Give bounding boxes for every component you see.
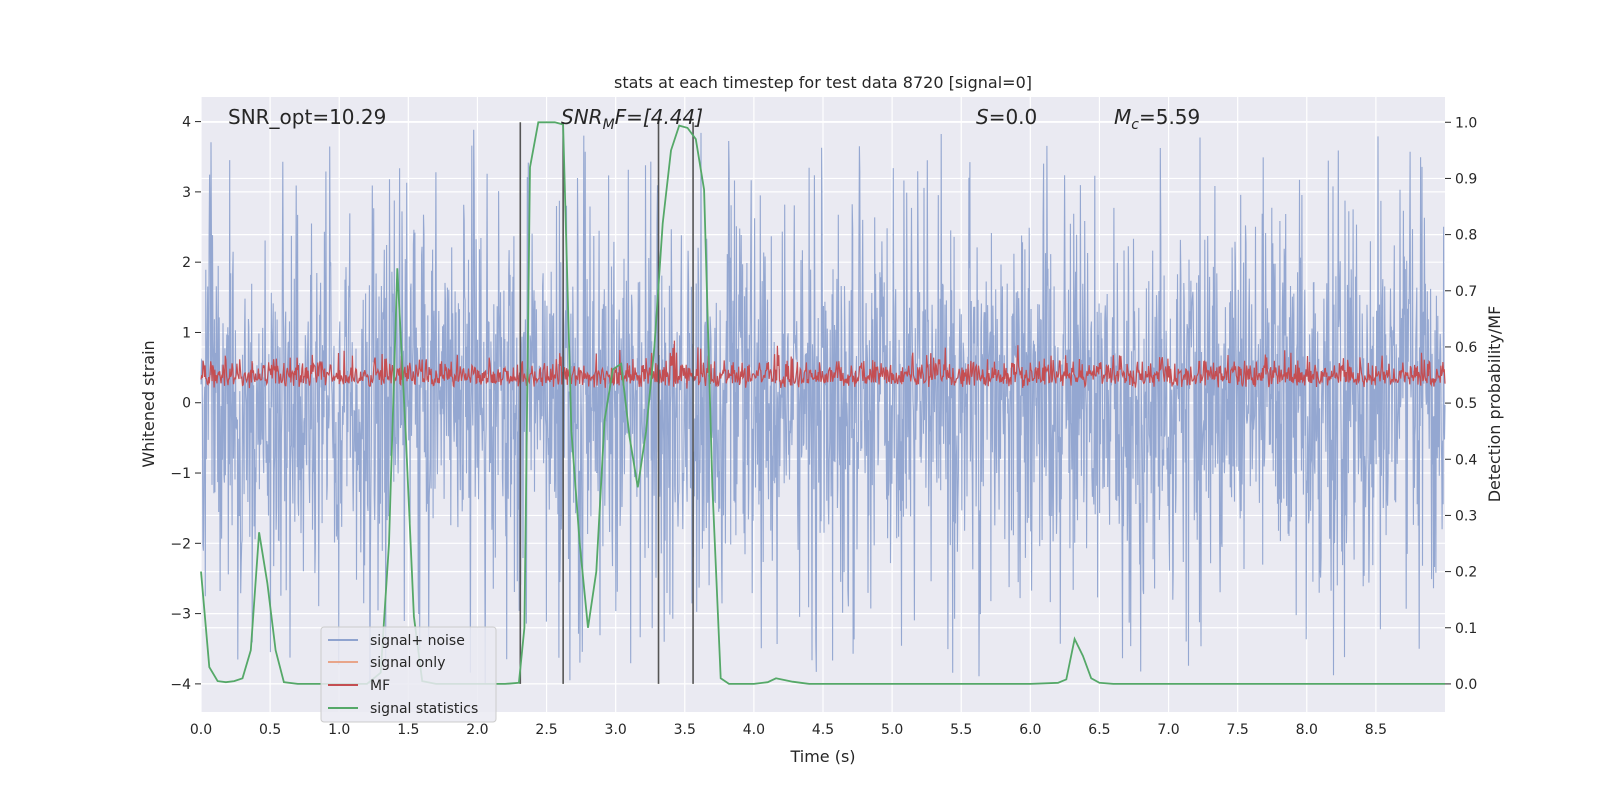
y2-tick-label: 0.9 bbox=[1455, 171, 1477, 187]
y-tick-labels: 4 3 2 1 0 −1 −2 −3 −4 bbox=[170, 115, 201, 693]
x-tick-label: 7.0 bbox=[1157, 722, 1179, 738]
y-tick-label: 4 bbox=[182, 115, 191, 131]
y2-tick-label: 0.0 bbox=[1455, 677, 1477, 693]
annotation-mc: Mc=5.59 bbox=[1114, 105, 1200, 133]
y2-tick-label: 0.3 bbox=[1455, 508, 1477, 524]
x-tick-label: 5.5 bbox=[950, 722, 972, 738]
x-tick-label: 1.0 bbox=[328, 722, 350, 738]
annotation-snr-mf-main: SNR bbox=[561, 105, 603, 129]
x-tick-label: 1.5 bbox=[397, 722, 419, 738]
y2-tick-label: 0.8 bbox=[1455, 228, 1477, 244]
y-tick-label: −2 bbox=[170, 536, 191, 552]
x-tick-label: 5.0 bbox=[881, 722, 903, 738]
y-axis-label: Whitened strain bbox=[139, 340, 158, 467]
y2-tick-label: 0.2 bbox=[1455, 565, 1477, 581]
annotation-snr-opt: SNR_opt=10.29 bbox=[228, 105, 386, 129]
annotation-snr-mf-sub: M bbox=[603, 117, 615, 133]
y-tick-label: −4 bbox=[170, 677, 191, 693]
y-tick-label: 2 bbox=[182, 255, 191, 271]
x-tick-labels: 0.0 0.5 1.0 1.5 2.0 2.5 3.0 3.5 4.0 4.5 5.0 5.5 6.0 6… bbox=[190, 722, 1387, 738]
x-tick-label: 6.0 bbox=[1019, 722, 1041, 738]
annotation-mc-rest: =5.59 bbox=[1139, 105, 1200, 129]
x-tick-label: 6.5 bbox=[1088, 722, 1110, 738]
y-tick-label: 0 bbox=[182, 396, 191, 412]
annotation-s: S=0.0 bbox=[976, 105, 1037, 129]
x-tick-label: 2.5 bbox=[535, 722, 557, 738]
annotation-snr-mf-rest: F=[4.44] bbox=[615, 105, 703, 129]
x-axis-label: Time (s) bbox=[789, 747, 855, 766]
legend-label-mf: MF bbox=[370, 678, 390, 694]
mf-series bbox=[200, 340, 1446, 389]
legend-label-signal-statistics: signal statistics bbox=[370, 701, 478, 717]
vertical-markers bbox=[519, 122, 694, 684]
x-tick-label: 8.0 bbox=[1296, 722, 1318, 738]
x-tick-label: 3.0 bbox=[605, 722, 627, 738]
x-tick-label: 0.0 bbox=[190, 722, 212, 738]
y-tick-label: 3 bbox=[182, 185, 191, 201]
y2-tick-label: 0.7 bbox=[1455, 284, 1477, 300]
x-tick-label: 4.5 bbox=[812, 722, 834, 738]
annotation-s-rest: =0.0 bbox=[989, 105, 1038, 129]
annotation-s-italic: S bbox=[976, 105, 989, 129]
y-tick-label: 1 bbox=[182, 325, 191, 341]
mf-line bbox=[200, 340, 1446, 389]
x-tick-label: 7.5 bbox=[1227, 722, 1249, 738]
x-tick-label: 2.0 bbox=[466, 722, 488, 738]
y-tick-label: −3 bbox=[170, 607, 191, 623]
y2-axis-label: Detection probability/MF bbox=[1485, 306, 1504, 503]
x-tick-label: 4.0 bbox=[743, 722, 765, 738]
legend: signal+ noise signal only MF signal stat… bbox=[320, 626, 497, 723]
legend-box bbox=[320, 626, 497, 723]
y2-tick-labels: 1.0 0.9 0.8 0.7 0.6 0.5 0.4 0.3 0.2 0.1 0.0 bbox=[1445, 115, 1477, 693]
y2-tick-label: 0.5 bbox=[1455, 396, 1477, 412]
x-tick-label: 8.5 bbox=[1365, 722, 1387, 738]
x-tick-label: 0.5 bbox=[259, 722, 281, 738]
annotation-mc-sub: c bbox=[1131, 117, 1139, 133]
chart-title: stats at each timestep for test data 872… bbox=[614, 73, 1032, 92]
y2-tick-label: 1.0 bbox=[1455, 115, 1477, 131]
y2-tick-label: 0.1 bbox=[1455, 621, 1477, 637]
legend-label-signal-only: signal only bbox=[370, 655, 445, 671]
y2-tick-label: 0.4 bbox=[1455, 452, 1477, 468]
annotation-mc-main: M bbox=[1114, 105, 1131, 129]
y2-tick-label: 0.6 bbox=[1455, 340, 1477, 356]
y-tick-label: −1 bbox=[170, 466, 191, 482]
annotation-snr-mf: SNRMF=[4.44] bbox=[561, 105, 703, 133]
annotations: SNR_opt=10.29 SNRMF=[4.44] S=0.0 Mc=5.59 bbox=[228, 105, 1200, 133]
x-tick-label: 3.5 bbox=[674, 722, 696, 738]
legend-label-signal-noise: signal+ noise bbox=[370, 633, 465, 649]
